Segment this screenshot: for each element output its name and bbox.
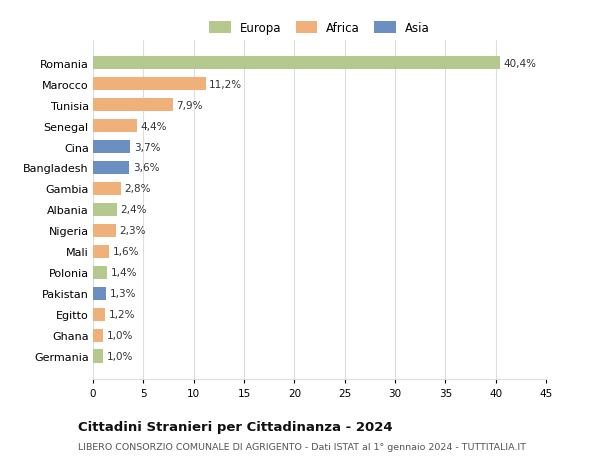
Text: 7,9%: 7,9% — [176, 101, 203, 110]
Text: 3,6%: 3,6% — [133, 163, 159, 173]
Text: 1,3%: 1,3% — [110, 289, 136, 299]
Bar — [93, 140, 130, 154]
Text: 4,4%: 4,4% — [141, 121, 167, 131]
Bar — [93, 78, 206, 91]
Text: 11,2%: 11,2% — [209, 79, 242, 90]
Text: 1,6%: 1,6% — [113, 247, 139, 257]
Bar — [93, 56, 500, 70]
Bar — [93, 182, 121, 196]
Text: 2,3%: 2,3% — [119, 226, 146, 236]
Bar — [93, 203, 117, 217]
Bar — [93, 350, 103, 364]
Text: 40,4%: 40,4% — [503, 58, 536, 68]
Bar — [93, 119, 137, 133]
Text: 1,0%: 1,0% — [107, 330, 133, 341]
Legend: Europa, Africa, Asia: Europa, Africa, Asia — [205, 17, 434, 39]
Bar — [93, 245, 109, 259]
Bar — [93, 266, 107, 280]
Text: 1,4%: 1,4% — [110, 268, 137, 278]
Text: 1,0%: 1,0% — [107, 352, 133, 362]
Bar — [93, 329, 103, 342]
Bar — [93, 161, 129, 175]
Bar — [93, 99, 173, 112]
Bar — [93, 287, 106, 301]
Text: 1,2%: 1,2% — [109, 310, 135, 319]
Bar — [93, 224, 116, 238]
Text: 2,8%: 2,8% — [125, 184, 151, 194]
Text: Cittadini Stranieri per Cittadinanza - 2024: Cittadini Stranieri per Cittadinanza - 2… — [78, 420, 392, 433]
Bar — [93, 308, 105, 321]
Text: 3,7%: 3,7% — [134, 142, 160, 152]
Text: 2,4%: 2,4% — [121, 205, 147, 215]
Text: LIBERO CONSORZIO COMUNALE DI AGRIGENTO - Dati ISTAT al 1° gennaio 2024 - TUTTITA: LIBERO CONSORZIO COMUNALE DI AGRIGENTO -… — [78, 442, 526, 451]
